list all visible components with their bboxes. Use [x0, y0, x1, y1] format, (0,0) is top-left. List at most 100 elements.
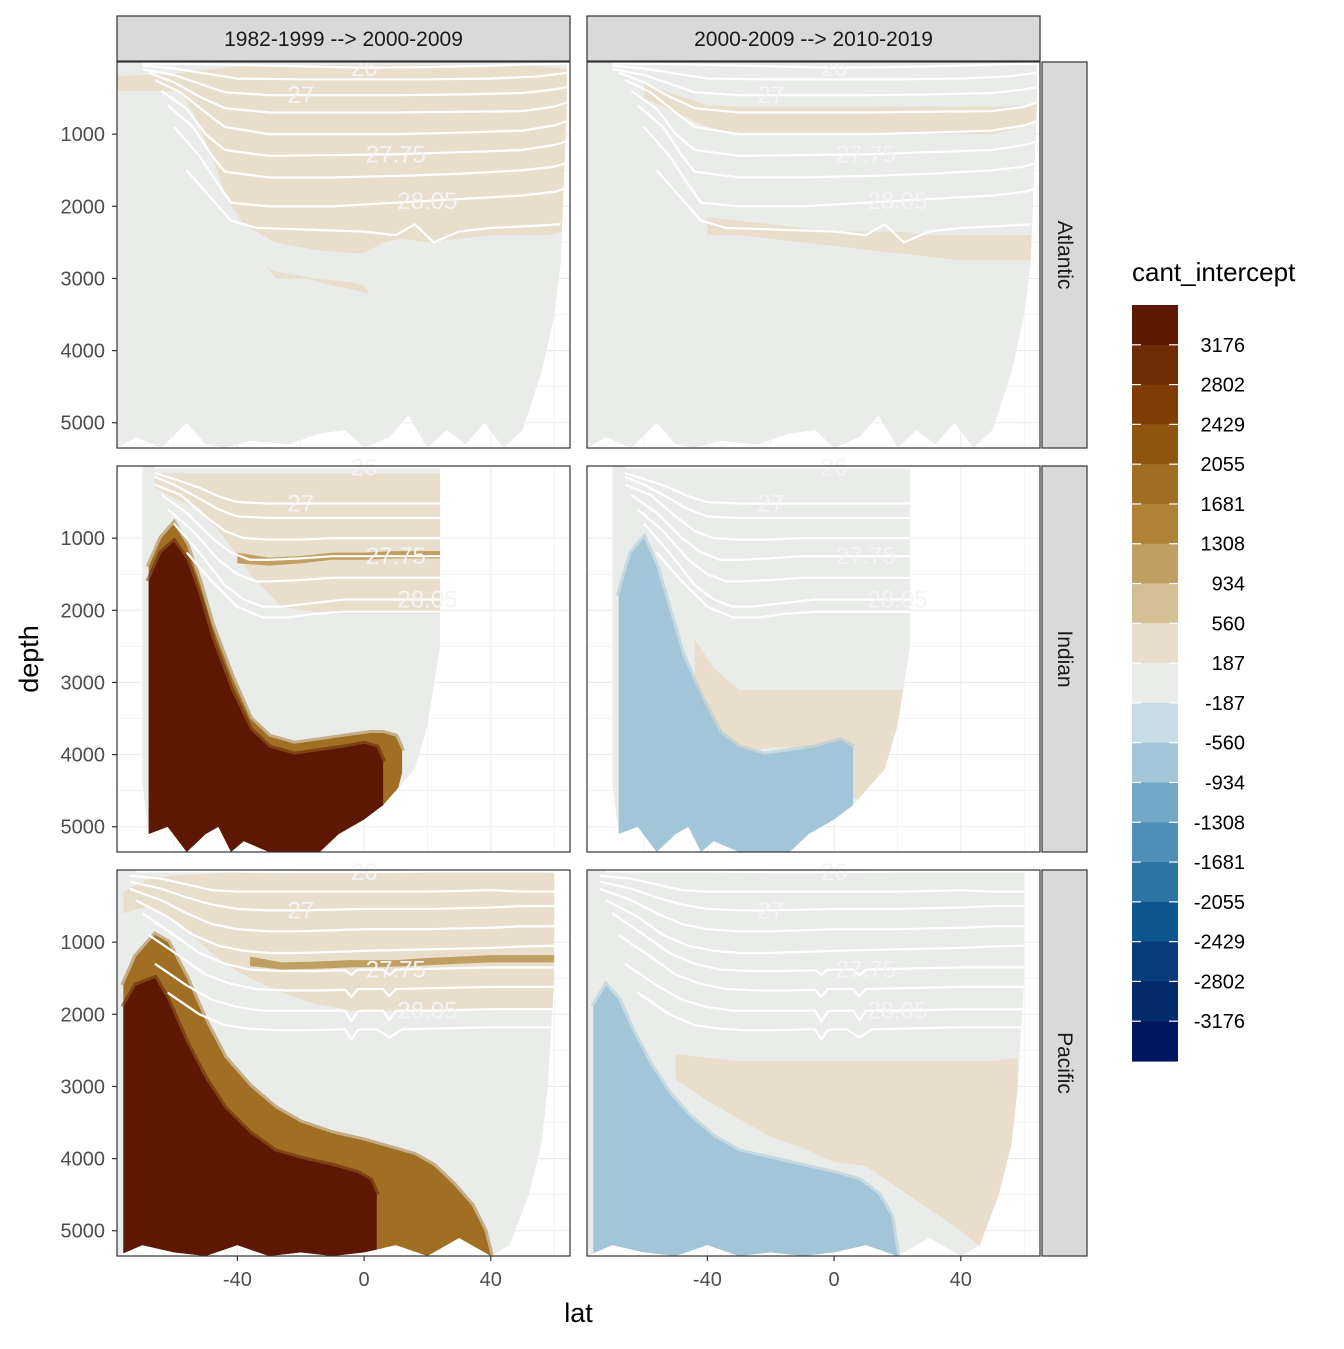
axes-layer: 1000200030004000500010002000300040005000…	[14, 124, 972, 1328]
y-tick-label: 1000	[61, 124, 106, 146]
isopycnal-line	[173, 522, 441, 608]
isopycnal-label: 27.75	[366, 957, 426, 984]
x-axis-title: lat	[564, 1298, 593, 1328]
x-tick-label: 40	[480, 1269, 502, 1291]
isopycnal-label: 28.05	[867, 998, 927, 1025]
y-tick-label: 1000	[61, 528, 106, 550]
isopycnal-line	[129, 874, 555, 893]
isopycnal-label: 28.05	[867, 188, 927, 215]
legend-break-label: 560	[1212, 613, 1245, 635]
isopycnal-line	[624, 472, 911, 505]
legend-break-label: -3176	[1194, 1011, 1245, 1033]
legend-color-swatch	[1132, 901, 1178, 943]
y-tick-label: 5000	[61, 817, 106, 839]
isopycnal-label: 27	[757, 897, 784, 924]
isopycnal-line	[154, 483, 441, 541]
legend-color-swatch	[1132, 862, 1178, 903]
y-tick-label: 2000	[61, 1004, 106, 1026]
panel-content	[587, 62, 1037, 448]
isopycnal-line	[136, 870, 555, 874]
contour-edge-3176	[145, 537, 386, 764]
isopycnal-line	[142, 68, 567, 97]
strip-row-indian	[1041, 465, 1088, 853]
isopycnal-label: 27	[287, 897, 314, 924]
legend-color-swatch	[1132, 663, 1178, 704]
legend-color-swatch	[1132, 941, 1178, 983]
isopycnal-label: 27	[757, 82, 784, 109]
legend-color-swatch	[1132, 623, 1178, 664]
panel-indian-1: 26 27 27.75 28.05	[116, 454, 571, 853]
isopycnal-line	[655, 169, 1031, 244]
isopycnal-line	[624, 79, 1037, 136]
isopycnal-label: 26	[821, 454, 848, 481]
y-tick-label: 5000	[61, 413, 106, 435]
legend-break-label: -934	[1205, 772, 1245, 794]
panel-border	[116, 61, 571, 449]
x-tick-label: 0	[829, 1269, 840, 1291]
legend-break-label: 2429	[1201, 414, 1246, 436]
isopycnal-line	[154, 79, 567, 136]
isopycnal-label: 27	[287, 491, 314, 518]
isopycnal-line	[154, 962, 555, 1023]
isopycnal-line	[612, 64, 1037, 81]
legend-title: cant_intercept	[1132, 257, 1296, 287]
isopycnal-line	[655, 551, 911, 619]
x-tick-label: 0	[359, 1269, 370, 1291]
panel-border	[586, 465, 1041, 853]
legend-break-label: 187	[1212, 653, 1245, 675]
legend-color-swatch	[1132, 782, 1178, 823]
isopycnal-line	[636, 104, 1037, 179]
isopycnal-line	[148, 934, 555, 999]
strip-row-pacific	[1041, 869, 1088, 1257]
y-tick-label: 2000	[61, 196, 106, 218]
y-tick-label: 3000	[61, 1076, 106, 1098]
panel-border	[116, 869, 571, 1257]
legend-color-swatch	[1132, 384, 1178, 425]
isopycnal-line	[643, 126, 1037, 208]
legend-color-swatch	[1132, 543, 1178, 585]
isopycnal-line	[185, 551, 441, 619]
isopycnal-line	[173, 126, 567, 208]
contour-band--187	[644, 481, 911, 546]
contour-edge-3176	[120, 974, 380, 1196]
x-tick-label: -40	[223, 1269, 252, 1291]
legend-color-swatch	[1132, 583, 1178, 624]
panel-border	[116, 465, 571, 853]
y-tick-label: 3000	[61, 672, 106, 694]
contour-edge--934	[615, 532, 855, 758]
strip-column-1	[116, 15, 571, 62]
contour-edge-1681	[120, 931, 494, 1256]
isopycnal-label: 27.75	[836, 141, 896, 168]
strip-column-2	[586, 15, 1041, 62]
contour-band--187	[694, 552, 911, 575]
legend-color-swatch	[1132, 424, 1178, 465]
isopycnal-label: 27	[757, 491, 784, 518]
strip-row-atlantic	[1041, 61, 1088, 449]
legend-color-swatch	[1132, 822, 1178, 863]
isopycnal-line	[160, 493, 441, 561]
isopycnal-line	[599, 887, 1025, 933]
x-tick-label: -40	[693, 1269, 722, 1291]
panel-pacific-2: 26 27 27.75 28.05	[586, 859, 1041, 1257]
isopycnal-line	[624, 962, 1025, 1023]
isopycnal-line	[185, 169, 561, 244]
isopycnal-label: 27.75	[836, 957, 896, 984]
isopycnal-line	[624, 475, 911, 520]
isopycnal-line	[605, 899, 1025, 955]
contour-band-934	[250, 955, 555, 970]
contour-edge--934	[590, 980, 901, 1256]
y-tick-label: 4000	[61, 341, 106, 363]
isopycnal-line	[135, 899, 555, 955]
isopycnal-line	[129, 887, 555, 933]
contour-band-187	[675, 1053, 1018, 1256]
contour-band--934	[593, 985, 898, 1256]
contour-band-3176	[148, 541, 384, 852]
isopycnal-line	[142, 62, 567, 69]
legend-color-swatch	[1132, 503, 1178, 545]
isopycnal-line	[618, 934, 1025, 999]
isopycnal-line	[154, 472, 441, 505]
isopycnal-line	[154, 475, 441, 520]
isopycnal-label: 28.05	[397, 586, 457, 613]
